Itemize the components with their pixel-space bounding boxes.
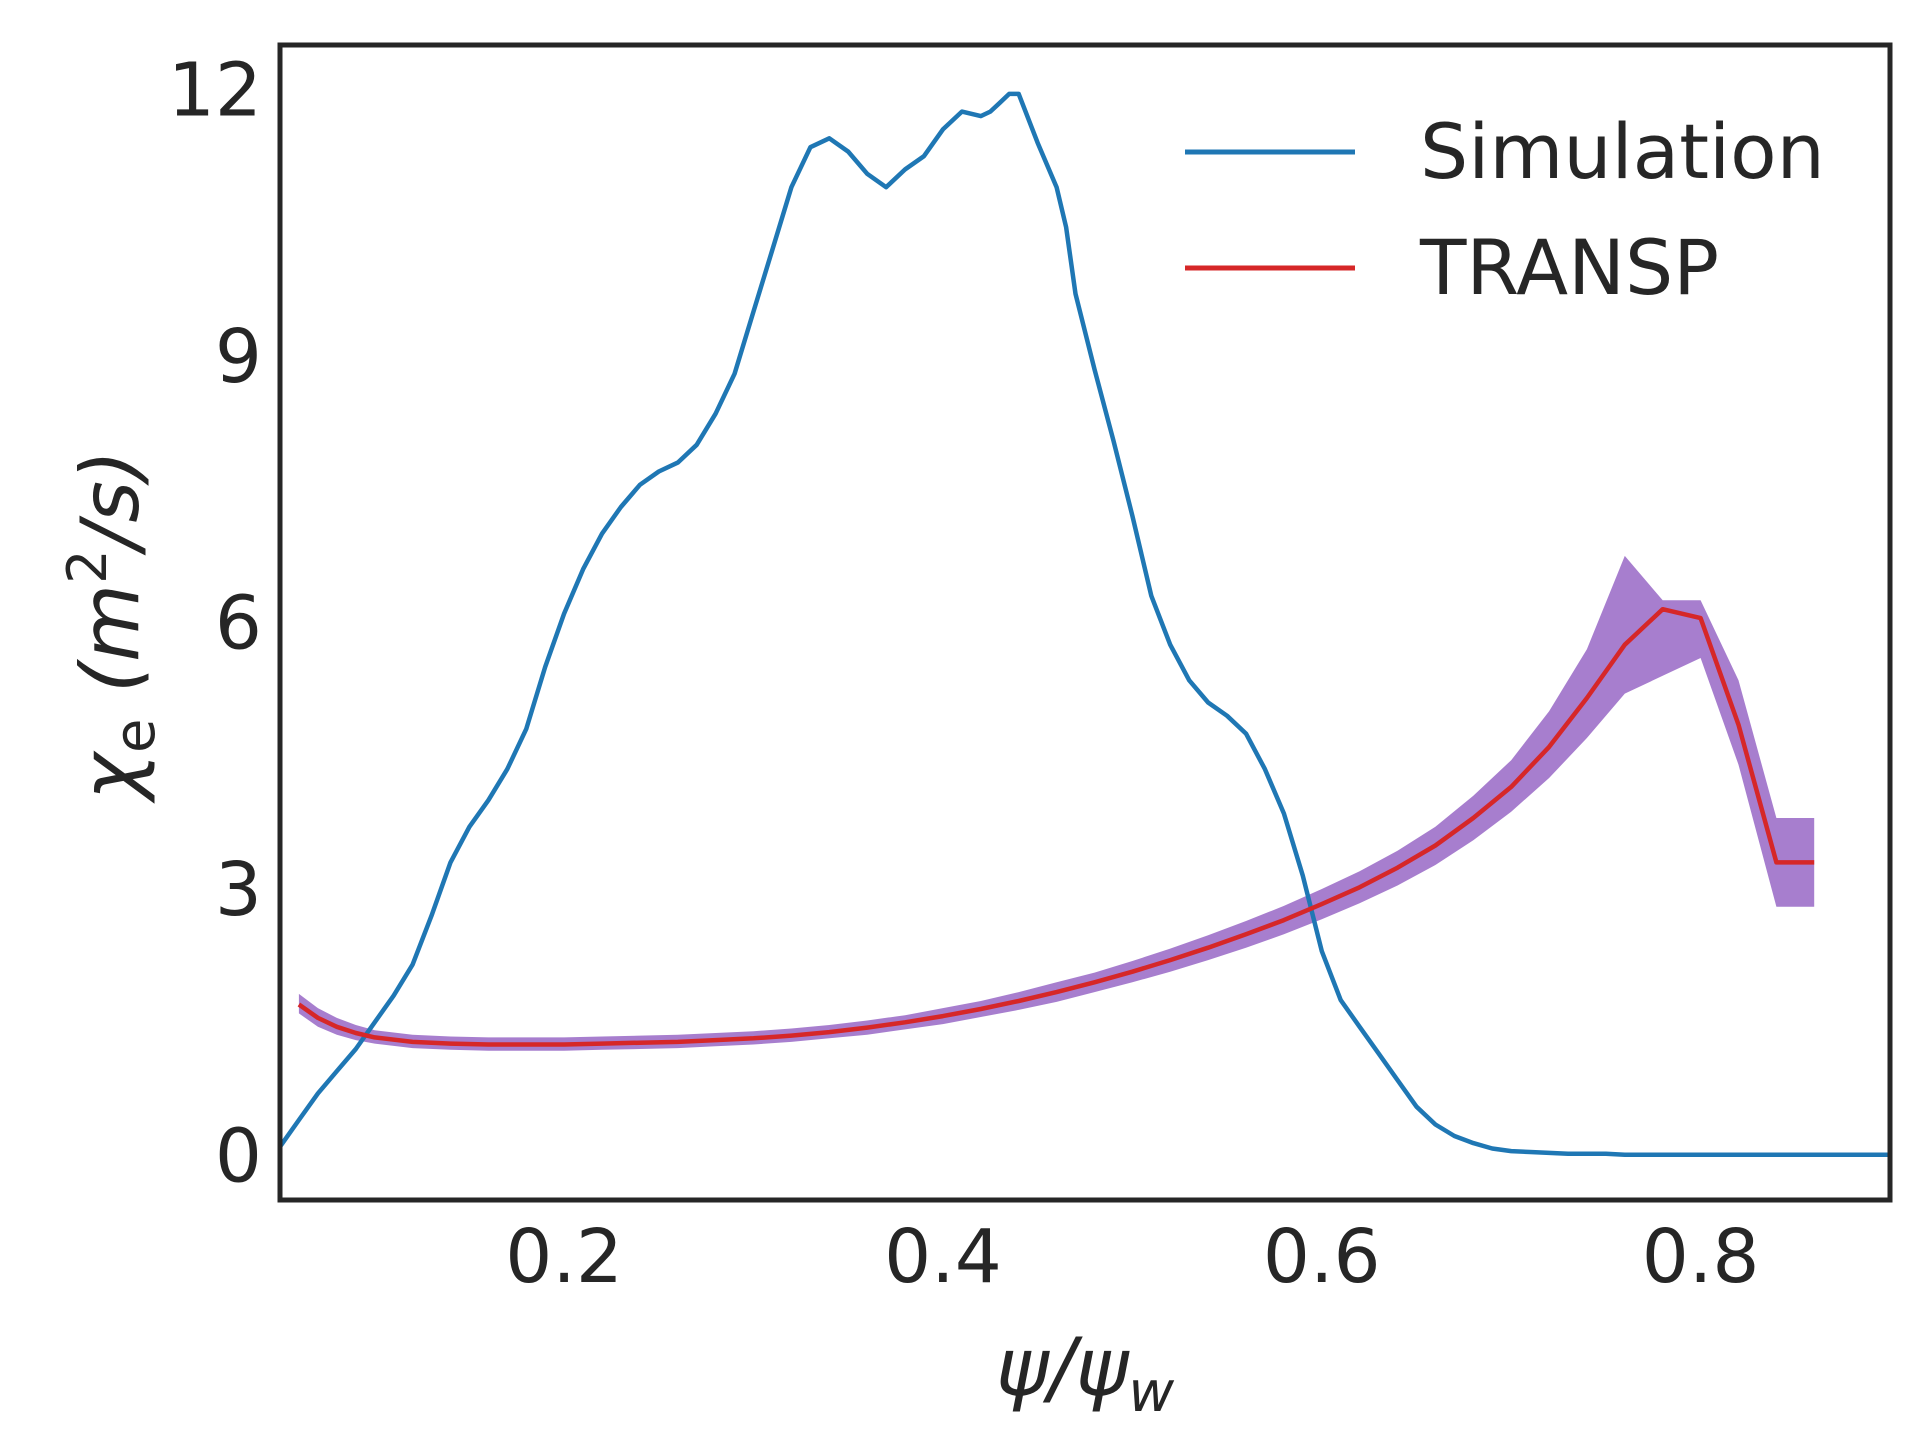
legend-simulation-label: Simulation xyxy=(1420,107,1825,196)
x-axis-label-main: ψ/ψ xyxy=(996,1321,1131,1414)
y-axis-ticks: 0 3 6 9 12 xyxy=(168,47,262,1199)
x-tick-label: 0.6 xyxy=(1263,1214,1381,1300)
x-axis-ticks: 0.2 0.4 0.6 0.8 xyxy=(505,1214,1759,1300)
y-tick-label: 6 xyxy=(215,581,262,667)
simulation-series-line xyxy=(280,91,1890,1157)
y-axis-label-m: m xyxy=(64,584,157,662)
y-axis-label-exponent: 2 xyxy=(56,550,119,584)
x-axis-label: ψ/ψw xyxy=(996,1321,1175,1425)
y-tick-label: 0 xyxy=(215,1114,262,1200)
plot-area xyxy=(280,91,1890,1157)
legend-transp-label: TRANSP xyxy=(1419,223,1719,312)
y-tick-label: 12 xyxy=(168,47,262,133)
y-tick-label: 3 xyxy=(215,847,262,933)
x-tick-label: 0.2 xyxy=(505,1214,623,1300)
x-tick-label: 0.4 xyxy=(884,1214,1002,1300)
x-axis-label-subscript: w xyxy=(1128,1360,1174,1425)
y-tick-label: 9 xyxy=(215,314,262,400)
transp-uncertainty-band xyxy=(298,555,1815,1051)
y-axis-label-chi-subscript: e xyxy=(103,718,168,752)
legend: Simulation TRANSP xyxy=(1185,107,1825,312)
plot-frame xyxy=(277,42,1893,1203)
y-axis-label-rest: /s) xyxy=(64,450,157,556)
y-axis-label-open: ( xyxy=(64,658,157,718)
transp-series-line xyxy=(297,606,1815,1047)
y-axis-label: χe (m2/s) xyxy=(56,450,168,805)
x-tick-label: 0.8 xyxy=(1642,1214,1760,1300)
y-axis-label-chi: χ xyxy=(64,750,157,804)
